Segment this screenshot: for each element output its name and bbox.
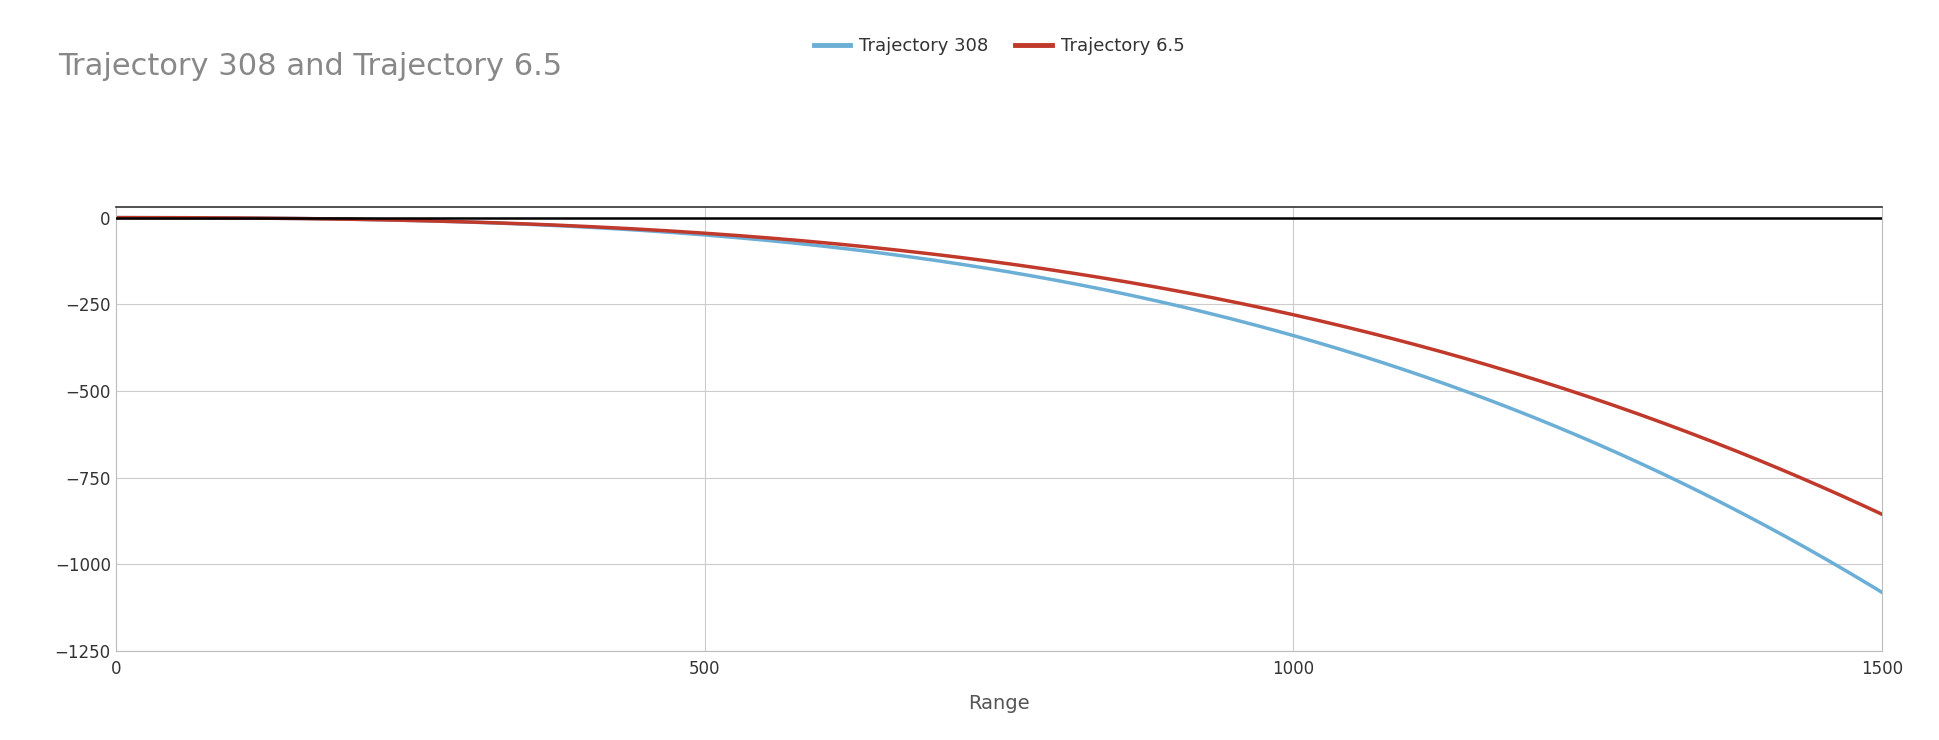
Trajectory 308 xyxy=(1551,425,1574,434)
Trajectory 308 xyxy=(105,213,128,222)
Line: Trajectory 6.5: Trajectory 6.5 xyxy=(116,218,1881,514)
Text: Trajectory 308 and Trajectory 6.5: Trajectory 308 and Trajectory 6.5 xyxy=(58,52,562,81)
Trajectory 6.5 xyxy=(942,252,966,261)
Trajectory 6.5 xyxy=(1551,384,1574,393)
Trajectory 308 xyxy=(1827,562,1850,571)
Trajectory 6.5 xyxy=(1869,510,1892,519)
Line: Trajectory 308: Trajectory 308 xyxy=(116,218,1881,592)
Trajectory 308 xyxy=(1156,299,1179,308)
Trajectory 308 xyxy=(942,259,966,268)
Trajectory 308 xyxy=(954,260,977,269)
Legend: Trajectory 308, Trajectory 6.5: Trajectory 308, Trajectory 6.5 xyxy=(807,30,1191,62)
X-axis label: Range: Range xyxy=(968,694,1030,713)
Trajectory 6.5 xyxy=(1827,491,1850,500)
Trajectory 308 xyxy=(1869,588,1892,596)
Trajectory 6.5 xyxy=(1059,269,1082,278)
Trajectory 308 xyxy=(1059,279,1082,288)
Trajectory 6.5 xyxy=(1156,285,1179,294)
Trajectory 6.5 xyxy=(105,213,128,222)
Trajectory 6.5 xyxy=(954,254,977,263)
